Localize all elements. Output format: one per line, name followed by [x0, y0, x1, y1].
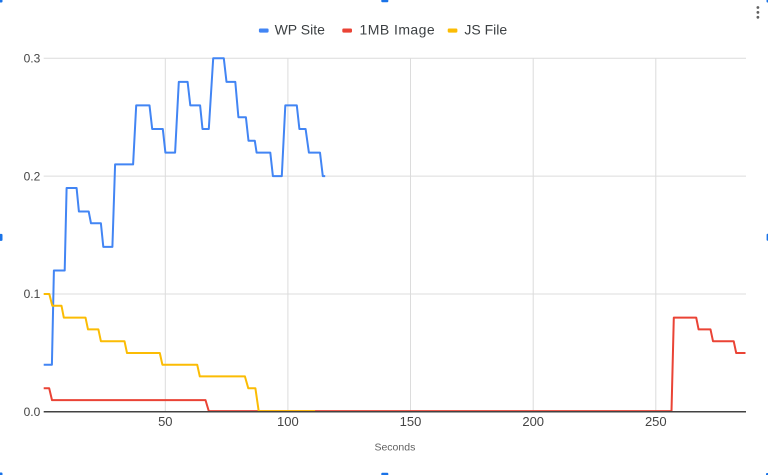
svg-text:JS File: JS File — [464, 21, 507, 37]
svg-text:250: 250 — [645, 414, 667, 429]
svg-text:50: 50 — [158, 414, 172, 429]
svg-text:0.0: 0.0 — [24, 405, 41, 419]
svg-text:0.3: 0.3 — [24, 52, 41, 66]
svg-text:WP Site: WP Site — [275, 21, 326, 37]
svg-text:1MB Image: 1MB Image — [360, 21, 436, 37]
svg-text:0.2: 0.2 — [24, 169, 41, 183]
svg-text:200: 200 — [522, 414, 544, 429]
svg-text:100: 100 — [277, 414, 299, 429]
svg-text:Seconds: Seconds — [374, 441, 415, 453]
svg-text:0.1: 0.1 — [24, 287, 41, 301]
svg-text:150: 150 — [400, 414, 422, 429]
